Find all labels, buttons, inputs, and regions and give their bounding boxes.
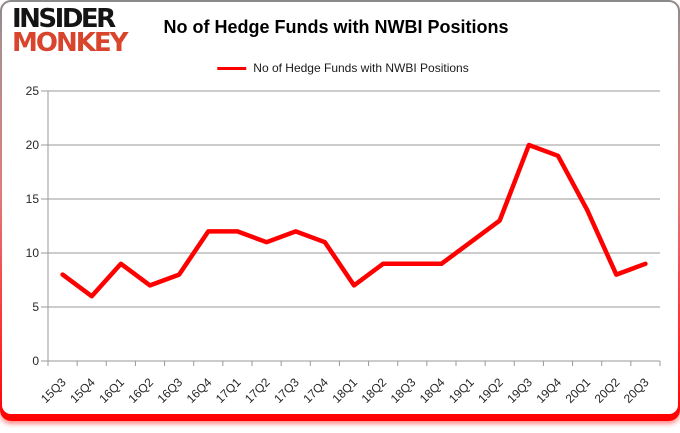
x-axis-tick-label: 20Q1 [563,375,594,406]
x-axis-tick-label: 18Q4 [417,375,448,406]
x-axis-tick-label: 18Q2 [359,375,390,406]
x-axis-tick-label: 17Q3 [271,375,302,406]
logo-text-monkey: MONKEY [12,27,128,58]
x-axis-tick-label: 16Q2 [125,375,156,406]
legend-line-swatch [217,66,247,70]
x-axis-tick-label: 15Q4 [67,375,98,406]
x-axis-tick-label: 19Q2 [475,375,506,406]
chart-legend: No of Hedge Funds with NWBI Positions [217,61,469,75]
y-axis-tick-label: 25 [26,84,40,98]
hedge-funds-line-chart: 051015202515Q315Q416Q116Q216Q316Q417Q117… [26,84,661,406]
chart-card: INSIDER MONKEY No of Hedge Funds with NW… [2,2,678,414]
y-axis-tick-label: 20 [26,138,40,152]
x-axis-tick-label: 16Q1 [96,375,127,406]
y-axis-tick-label: 10 [26,246,40,260]
x-axis-tick-label: 16Q3 [155,375,186,406]
x-axis-tick-label: 16Q4 [184,375,215,406]
x-axis-tick-label: 20Q3 [621,375,652,406]
x-axis-tick-label: 19Q3 [504,375,535,406]
y-axis-tick-label: 0 [32,354,39,368]
x-axis-tick-label: 17Q1 [213,375,244,406]
x-axis-tick-label: 19Q1 [446,375,477,406]
chart-title: No of Hedge Funds with NWBI Positions [163,17,509,37]
series-line [60,142,648,299]
x-axis-tick-label: 15Q3 [38,375,69,406]
y-axis-tick-label: 5 [32,300,39,314]
legend-label: No of Hedge Funds with NWBI Positions [253,61,469,75]
y-axis-tick-label: 15 [26,192,40,206]
insider-monkey-logo: INSIDER MONKEY [12,4,128,58]
x-axis-tick-label: 18Q3 [388,375,419,406]
x-axis-tick-label: 20Q2 [592,375,623,406]
logo-text-insider: INSIDER [12,4,116,34]
x-axis-tick-label: 18Q1 [329,375,360,406]
x-axis-tick-label: 17Q4 [300,375,331,406]
chart-card-frame: INSIDER MONKEY No of Hedge Funds with NW… [0,0,680,421]
x-axis-tick-label: 19Q4 [533,375,564,406]
x-axis-tick-label: 17Q2 [242,375,273,406]
